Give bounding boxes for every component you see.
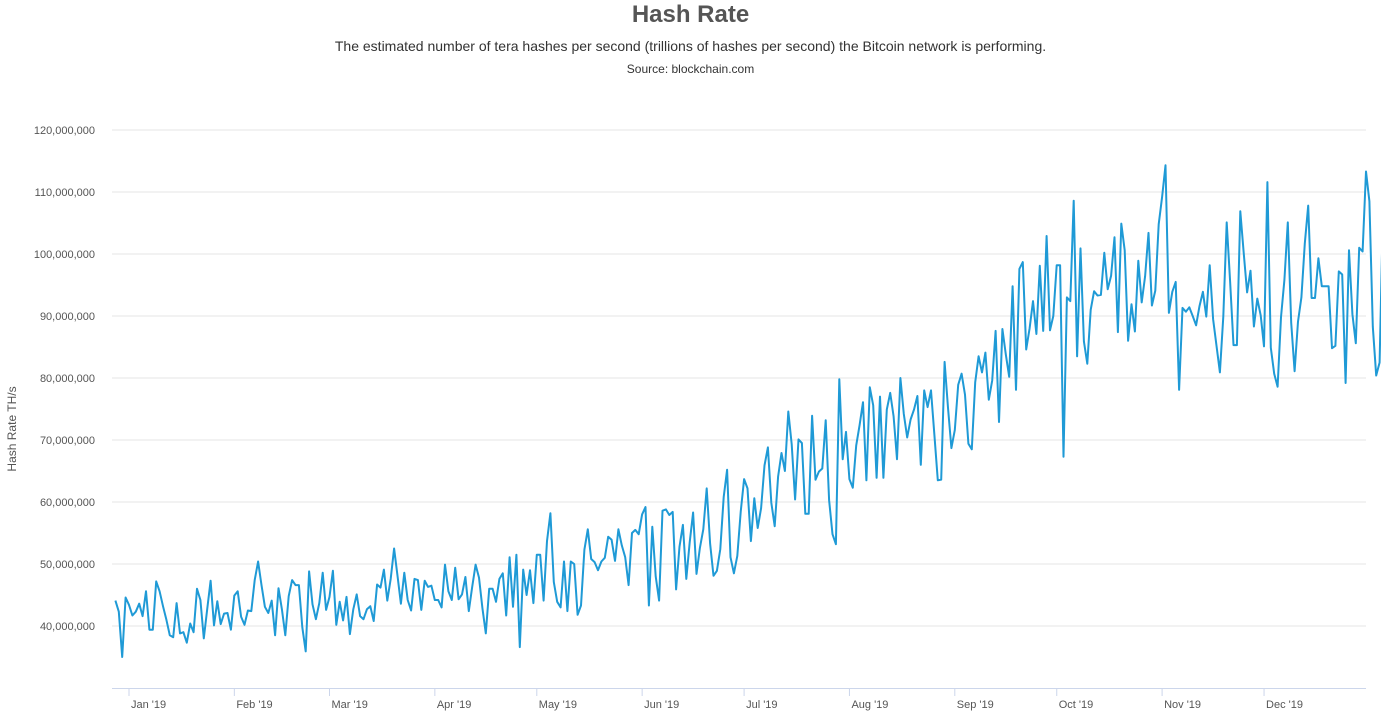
x-axis-ticks: Jan '19 Feb '19 Mar '19 Apr '19 May '19 Jun '… <box>128 688 1303 711</box>
x-tick-label: Aug '19 <box>851 699 888 711</box>
y-axis-label: Hash Rate TH/s <box>5 386 19 471</box>
x-tick-label: May '19 <box>539 699 577 711</box>
y-tick-label: 60,000,000 <box>40 497 95 509</box>
y-tick-label: 120,000,000 <box>34 125 95 137</box>
x-tick-label: Mar '19 <box>331 699 367 711</box>
x-tick-label: Apr '19 <box>437 699 472 711</box>
chart-source: Source: blockchain.com <box>626 62 755 76</box>
x-tick-label: Dec '19 <box>1266 699 1303 711</box>
y-tick-label: 100,000,000 <box>34 249 95 261</box>
y-tick-label: 90,000,000 <box>40 311 95 323</box>
y-tick-label: 80,000,000 <box>40 373 95 385</box>
x-tick-label: Jan '19 <box>131 699 166 711</box>
y-tick-label: 50,000,000 <box>40 559 95 571</box>
chart-subtitle: The estimated number of tera hashes per … <box>334 38 1047 54</box>
x-tick-label: Jun '19 <box>644 699 679 711</box>
x-tick-label: Feb '19 <box>236 699 272 711</box>
y-axis-ticks: 40,000,000 50,000,000 60,000,000 70,000,000… <box>34 125 95 633</box>
x-tick-label: Nov '19 <box>1164 699 1201 711</box>
x-tick-label: Oct '19 <box>1059 699 1094 711</box>
series-line-hash-rate <box>114 164 1381 658</box>
x-tick-label: Jul '19 <box>746 699 777 711</box>
y-tick-label: 40,000,000 <box>40 621 95 633</box>
y-tick-label: 70,000,000 <box>40 435 95 447</box>
y-tick-label: 110,000,000 <box>35 187 95 199</box>
x-tick-label: Sep '19 <box>957 699 994 711</box>
chart-title: Hash Rate <box>631 1 750 28</box>
